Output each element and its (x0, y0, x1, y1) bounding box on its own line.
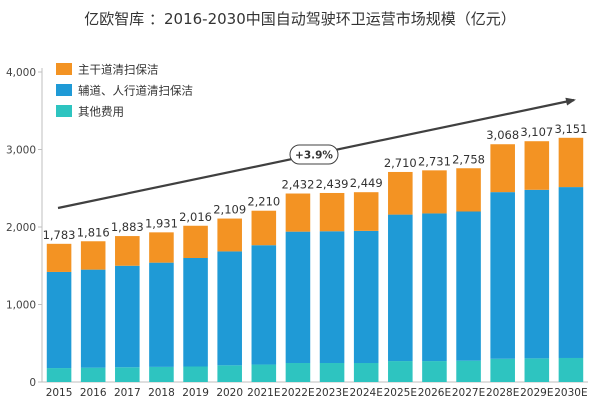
bar-segment (319, 363, 345, 382)
bar-segment (353, 192, 379, 231)
bar-segment (217, 218, 242, 252)
bar-segment (558, 187, 584, 358)
bar-segment (422, 361, 447, 382)
bars (46, 137, 584, 382)
x-tick-label: 2023E (315, 387, 348, 399)
bar-segment (115, 236, 140, 266)
bar-segment (558, 357, 584, 382)
bar-segment (149, 366, 174, 382)
bar-segment (490, 144, 515, 193)
bar-segment (46, 368, 72, 382)
x-tick-label: 2016 (80, 387, 107, 399)
bar-segment (524, 189, 550, 359)
bar-segment (319, 231, 345, 364)
bar-segment (558, 137, 584, 188)
bar-segment (490, 358, 515, 382)
bar-segment (217, 251, 242, 366)
bar-segment (422, 170, 447, 214)
bar-segment (388, 214, 413, 362)
bar-segment (115, 367, 140, 382)
bar-segment (422, 213, 447, 362)
legend-swatch (56, 105, 72, 117)
total-label: 2,109 (213, 203, 246, 217)
x-tick-label: 2019 (182, 387, 209, 399)
legend-label: 主干道清扫保洁 (78, 63, 159, 77)
x-tick-label: 2017 (114, 387, 141, 399)
x-tick-label: 2025E (384, 387, 417, 399)
bar-segment (456, 211, 481, 361)
bar-segment (46, 271, 72, 369)
bar-segment (251, 245, 277, 365)
total-label: 2,210 (247, 195, 280, 209)
total-label: 3,151 (554, 122, 587, 136)
total-label: 2,758 (452, 152, 485, 166)
total-label: 2,731 (418, 154, 451, 168)
x-tick-label: 2026E (418, 387, 451, 399)
bar-segment (353, 230, 379, 364)
bar-segment (80, 367, 106, 382)
bar-segment (388, 171, 413, 215)
x-tick-label: 2027E (452, 387, 485, 399)
legend-swatch (56, 84, 72, 96)
total-label: 1,783 (43, 228, 76, 242)
x-tick-label: 2024E (350, 387, 383, 399)
bar-segment (251, 210, 277, 246)
bar-segment (217, 365, 242, 382)
chart-title: 亿欧智库 ：2016-2030中国自动驾驶环卫运营市场规模（亿元） (84, 10, 516, 28)
bar-segment (319, 192, 345, 232)
x-tick-label: 2022E (281, 387, 314, 399)
bar-segment (251, 364, 277, 382)
bar-segment (115, 265, 140, 368)
bar-segment (183, 366, 208, 382)
legend-label: 其他费用 (78, 105, 124, 119)
x-tick-label: 2015 (46, 387, 73, 399)
bar-segment (285, 363, 311, 382)
cagr-annotation: +3.9% (57, 97, 576, 210)
x-tick-label: 2029E (520, 387, 553, 399)
total-label: 1,931 (145, 216, 178, 230)
y-tick-label: 2,000 (6, 222, 36, 234)
bar-segment (149, 262, 174, 367)
x-tick-label: 2018 (148, 387, 175, 399)
legend-label: 辅道、人行道清扫保洁 (78, 84, 193, 98)
total-label: 3,068 (486, 128, 519, 142)
bar-segment (285, 231, 311, 364)
y-tick-label: 4,000 (6, 67, 36, 79)
bar-segment (183, 258, 208, 367)
y-tick-label: 3,000 (6, 145, 36, 157)
bar-segment (183, 225, 208, 258)
bar-segment (149, 232, 174, 263)
bar-segment (490, 192, 515, 359)
total-label: 2,016 (179, 210, 212, 224)
total-label: 2,449 (350, 176, 383, 190)
cagr-pill (289, 144, 339, 165)
total-label: 1,816 (77, 225, 110, 239)
total-label: 2,432 (281, 178, 314, 192)
total-label: 2,439 (316, 177, 349, 191)
x-tick-label: 2030E (554, 387, 587, 399)
bar-segment (80, 269, 106, 368)
x-tick-label: 2021E (247, 387, 280, 399)
bar-segment (524, 141, 550, 190)
bar-segment (353, 363, 379, 382)
bar-segment (456, 360, 481, 382)
bar-segment (285, 193, 311, 232)
bar-segment (388, 361, 413, 382)
x-tick-label: 2028E (486, 387, 519, 399)
y-tick-label: 1,000 (6, 300, 36, 312)
legend-swatch (56, 63, 72, 75)
total-label: 2,710 (384, 156, 417, 170)
bar-segment (80, 241, 106, 270)
y-tick-label: 0 (29, 377, 36, 389)
x-tick-label: 2020 (216, 387, 243, 399)
total-label: 3,107 (520, 125, 553, 139)
cagr-label: +3.9% (295, 150, 333, 162)
bar-segment (524, 358, 550, 382)
total-label: 1,883 (111, 220, 144, 234)
data-labels: 1,783 1,816 1,883 1,931 2,0162,1092,2102,432… (43, 122, 588, 242)
bar-segment (46, 243, 72, 272)
bar-segment (456, 168, 481, 212)
